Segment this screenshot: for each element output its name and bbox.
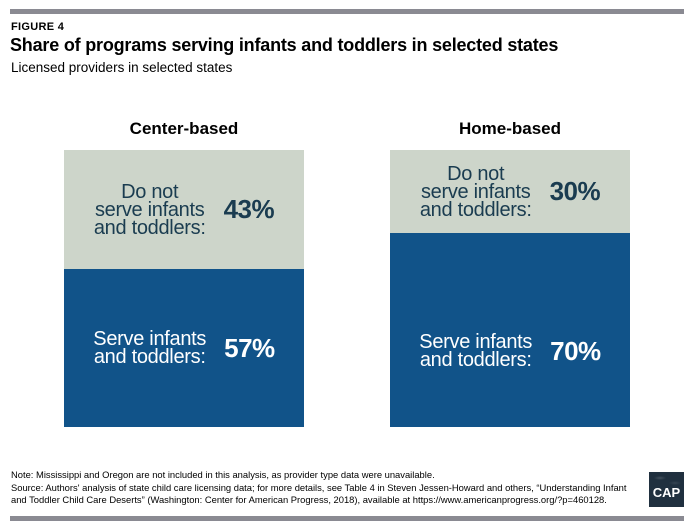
segment-label-line: Do not [447, 162, 505, 185]
segment-value: 57% [224, 332, 275, 363]
source-text: Source: Authors' analysis of state child… [11, 481, 627, 506]
segment-center-do-not-serve: Do not serve infants and toddlers: 43% [64, 150, 304, 270]
segment-label-line: Serve infants [93, 328, 207, 351]
top-rule [10, 9, 684, 14]
segment-label-line: and toddlers: [93, 346, 206, 369]
chart-header-home-based: Home-based [458, 119, 562, 138]
bottom-rule [10, 516, 684, 521]
cap-logo: CAP [649, 472, 684, 507]
segment-label-line: Do not [121, 180, 179, 203]
segment-center-serve: Serve infants and toddlers: 57% [64, 269, 304, 427]
segment-value: 30% [549, 176, 601, 207]
segment-label: Serve infants and toddlers: [419, 331, 533, 372]
segment-label-line: Serve infants [419, 331, 533, 354]
footnotes: Note: Mississippi and Oregon are not inc… [11, 469, 637, 507]
chart-header-center-based: Center-based [129, 119, 239, 138]
segment-label: Serve infants and toddlers: [93, 328, 207, 369]
note-text: Note: Mississippi and Oregon are not inc… [11, 469, 435, 480]
segment-content: Serve infants and toddlers: 57% [93, 328, 275, 369]
segment-label-line: serve infants [420, 180, 531, 203]
segment-label: Do not serve infants and toddlers: [419, 162, 532, 221]
stacked-bar-center-based: Do not serve infants and toddlers: 43% S… [64, 150, 304, 427]
segment-label-line: and toddlers: [93, 216, 206, 239]
segment-value: 70% [550, 335, 601, 366]
segment-label-line: and toddlers: [419, 198, 532, 221]
segment-home-do-not-serve: Do not serve infants and toddlers: 30% [390, 150, 630, 234]
segment-label-line: and toddlers: [419, 349, 532, 372]
segment-content: Do not serve infants and toddlers: 43% [93, 180, 275, 239]
segment-content: Serve infants and toddlers: 70% [419, 331, 601, 372]
segment-label-line: serve infants [94, 198, 205, 221]
segment-value: 43% [223, 194, 275, 225]
cap-logo-text: CAP [652, 484, 681, 500]
figure-subtitle: Licensed providers in selected states [11, 60, 233, 75]
segment-home-serve: Serve infants and toddlers: 70% [390, 233, 630, 427]
figure-title: Share of programs serving infants and to… [10, 35, 559, 55]
segment-content: Do not serve infants and toddlers: 30% [419, 162, 601, 221]
stacked-bar-home-based: Do not serve infants and toddlers: 30% S… [390, 150, 630, 427]
segment-label: Do not serve infants and toddlers: [93, 180, 206, 239]
figure-number-label: FIGURE 4 [11, 21, 65, 33]
